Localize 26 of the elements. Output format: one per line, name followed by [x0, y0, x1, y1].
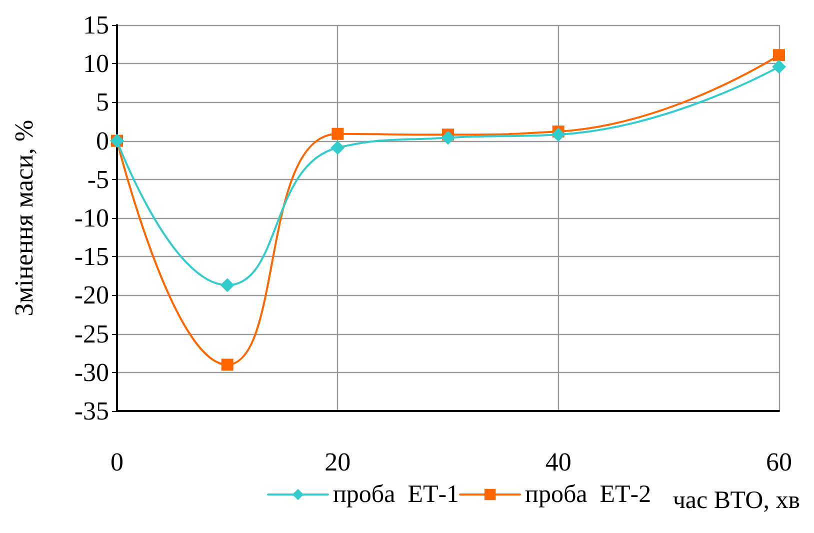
y-tick-label: -30	[74, 358, 109, 387]
point	[773, 49, 785, 62]
y-tick-label: -25	[74, 319, 109, 348]
point	[221, 358, 234, 371]
y-axis-title: Змінення маси, %	[10, 120, 38, 316]
y-tick-label: -15	[74, 242, 109, 272]
point	[441, 130, 455, 145]
legend-label: проба ЕТ-1	[333, 481, 460, 508]
y-tick-label: -35	[74, 396, 109, 426]
point	[551, 128, 566, 142]
y-tick-label: -5	[87, 164, 109, 194]
y-tick-label: 0	[96, 126, 109, 156]
y-tick-label: 5	[96, 88, 109, 117]
point	[220, 278, 234, 292]
y-tick-label: 10	[83, 49, 109, 78]
x-tick-label: 40	[545, 448, 572, 476]
point	[332, 128, 344, 140]
y-tick-label: 15	[83, 10, 109, 40]
x-axis-title: час ВТО, хв	[672, 487, 800, 514]
y-tick-label: -10	[74, 204, 109, 232]
y-tick-label: -20	[74, 280, 109, 310]
point	[772, 60, 786, 74]
x-tick-label: 60	[766, 448, 792, 476]
legend-label: проба ЕТ-2	[525, 481, 652, 508]
point	[330, 140, 345, 155]
x-tick-label: 20	[324, 448, 351, 476]
